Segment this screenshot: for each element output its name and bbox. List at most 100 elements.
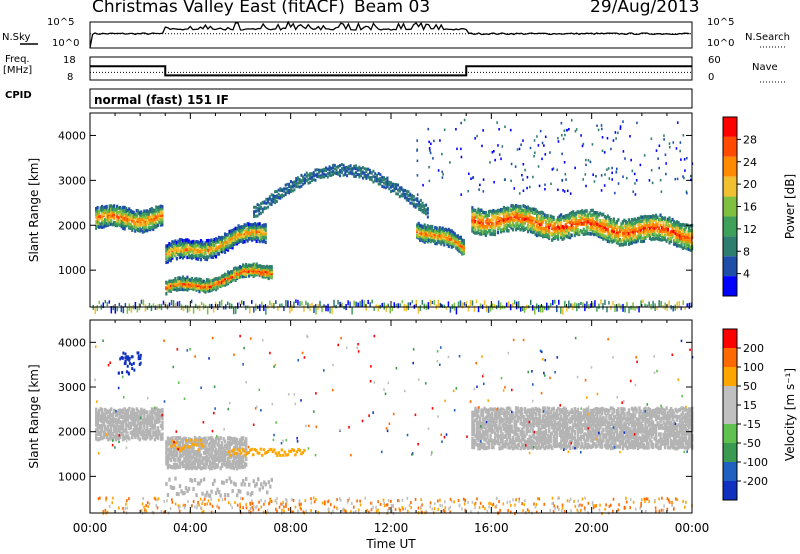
power-mark — [483, 224, 486, 229]
power-mark — [177, 251, 180, 256]
velocity-gs-mark — [220, 457, 224, 462]
power-mark — [429, 238, 432, 243]
power-mark — [232, 232, 236, 237]
freq-frame — [89, 56, 693, 81]
power-mark — [532, 217, 536, 221]
velocity-gs-mark — [502, 408, 506, 413]
power-mark — [199, 246, 203, 250]
velocity-gs-mark — [210, 444, 213, 449]
power-mark — [535, 216, 539, 221]
power-speck — [533, 154, 535, 158]
power-noise-mark — [678, 301, 680, 309]
velocity-gs-mark — [140, 414, 143, 419]
power-mark — [480, 232, 483, 236]
velocity-gs-mark — [226, 459, 230, 464]
velocity-gs-mark — [110, 430, 113, 435]
power-mark — [225, 240, 228, 245]
power-arc-mark — [397, 183, 400, 187]
power-mark — [134, 212, 137, 217]
velocity-gs-mark — [146, 435, 149, 440]
power-mark — [228, 243, 231, 248]
power-mark — [120, 224, 123, 229]
power-mark — [107, 214, 110, 219]
power-arc-mark — [423, 211, 426, 215]
power-arc-mark — [361, 171, 364, 175]
power-mark — [192, 284, 195, 289]
power-mark — [114, 223, 117, 228]
velocity-gs-mark — [498, 416, 501, 421]
power-noise-mark — [624, 306, 626, 313]
velocity-gs-mark — [526, 441, 530, 446]
velocity-gs-mark — [225, 445, 228, 450]
power-mark — [557, 224, 560, 229]
velocity-gs-mark — [492, 429, 495, 434]
power-mark — [534, 217, 537, 221]
power-mark — [594, 232, 597, 236]
power-speck — [498, 153, 501, 156]
power-mark — [258, 222, 261, 226]
power-mark — [514, 222, 518, 226]
power-mark — [419, 232, 422, 236]
power-mark — [537, 211, 540, 215]
power-mark — [474, 215, 477, 219]
velocity-gs-mark — [498, 419, 501, 424]
power-mark — [505, 228, 509, 233]
power-speck — [522, 178, 524, 181]
power-mark — [617, 240, 620, 244]
power-mark — [576, 230, 579, 235]
velocity-gs-mark — [505, 442, 509, 447]
velocity-gs-mark — [153, 411, 157, 416]
power-mark — [548, 236, 551, 241]
power-mark — [603, 229, 606, 233]
power-noise-mark — [489, 304, 492, 312]
velocity-gs-mark — [110, 407, 113, 412]
velocity-gs-mark — [99, 418, 102, 423]
freq-panel — [89, 56, 786, 83]
velocity-gs-mark — [486, 435, 489, 440]
power-mark — [217, 235, 221, 240]
velocity-gs-mark — [158, 431, 161, 436]
power-noise-mark — [154, 305, 157, 311]
velocity-gs-mark — [178, 457, 182, 462]
power-mark — [555, 228, 558, 232]
power-mark — [602, 230, 605, 234]
power-mark — [461, 250, 464, 254]
power-mark — [104, 208, 107, 213]
power-mark — [453, 236, 456, 241]
velocity-gs-mark — [134, 423, 137, 428]
power-mark — [223, 272, 227, 277]
power-speck — [428, 165, 430, 169]
power-mark — [502, 210, 506, 214]
velocity-gs-mark — [538, 427, 542, 432]
power-mark — [548, 217, 551, 221]
power-mark — [246, 227, 249, 232]
power-noise-mark — [383, 302, 385, 310]
power-mark — [647, 229, 650, 233]
velocity-gs-mark — [472, 441, 476, 446]
power-mark — [597, 223, 600, 227]
velocity-gs-mark — [155, 418, 158, 423]
velocity-gs-mark — [501, 432, 504, 437]
power-mark — [659, 233, 662, 238]
power-mark — [563, 233, 566, 238]
power-mark — [629, 220, 632, 224]
velocity-gs-mark — [204, 462, 207, 467]
velocity-gs-mark — [132, 414, 136, 419]
velocity-gs-mark — [168, 449, 171, 454]
velocity-gs-mark — [237, 452, 240, 457]
power-mark — [126, 208, 129, 213]
power-mark — [214, 280, 218, 285]
power-arc-mark — [363, 171, 366, 175]
velocity-gs-mark — [219, 451, 222, 456]
power-mark — [245, 235, 248, 239]
power-mark — [123, 209, 126, 214]
power-mark — [158, 211, 161, 216]
power-mark — [207, 248, 210, 253]
power-arc-mark — [377, 171, 380, 175]
power-mark — [642, 222, 646, 226]
power-mark — [546, 213, 549, 218]
power-noise-mark — [325, 305, 327, 312]
power-noise-mark — [152, 303, 155, 308]
power-mark — [570, 214, 573, 218]
power-mark — [599, 226, 602, 231]
